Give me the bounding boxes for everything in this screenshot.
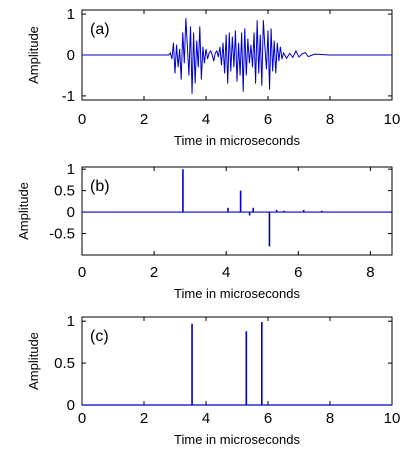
x-tick-label: 0 bbox=[78, 111, 86, 128]
x-tick-label: 4 bbox=[202, 111, 210, 128]
y-axis-label: Amplitude bbox=[16, 182, 31, 240]
x-tick-label: 6 bbox=[294, 264, 302, 281]
chart-panel-3: 0 2 4 6 8 10 0 0.5 1 Time in microseconds Amplitud… bbox=[26, 313, 400, 447]
x-tick-label: 6 bbox=[264, 111, 272, 128]
x-tick-label: 8 bbox=[326, 111, 334, 128]
x-tick-label: 2 bbox=[150, 264, 158, 281]
x-tick-label: 4 bbox=[222, 264, 230, 281]
x-tick-label: 2 bbox=[140, 111, 148, 128]
chart-panel-2: 0 2 4 6 8 -0.5 0 0.5 1 Time in microseconds Amplit… bbox=[16, 161, 393, 301]
x-tick-label: 10 bbox=[384, 410, 401, 427]
panel-label: (c) bbox=[90, 328, 109, 345]
x-tick-label: 8 bbox=[366, 264, 374, 281]
y-tick-label: -0.5 bbox=[49, 226, 75, 243]
x-tick-label: 10 bbox=[384, 111, 401, 128]
y-tick-label: 1 bbox=[67, 161, 75, 178]
y-tick-label: 0 bbox=[67, 397, 75, 414]
x-tick-label: 2 bbox=[140, 410, 148, 427]
x-tick-label: 0 bbox=[78, 410, 86, 427]
series-line bbox=[82, 18, 392, 94]
y-tick-label: 0 bbox=[67, 47, 75, 64]
panel-label: (a) bbox=[90, 21, 110, 38]
x-axis-label: Time in microseconds bbox=[174, 286, 300, 301]
x-axis-label: Time in microseconds bbox=[174, 133, 300, 148]
y-tick-label: 1 bbox=[67, 6, 75, 23]
y-tick-label: 0 bbox=[67, 204, 75, 221]
y-axis-label: Amplitude bbox=[26, 26, 41, 84]
x-tick-label: 6 bbox=[264, 410, 272, 427]
plot-frame bbox=[81, 166, 393, 256]
y-tick-label: -1 bbox=[62, 88, 75, 105]
x-tick-label: 4 bbox=[202, 410, 210, 427]
x-axis-label: Time in microseconds bbox=[174, 432, 300, 447]
panel-label: (b) bbox=[90, 178, 110, 195]
y-tick-label: 1 bbox=[67, 313, 75, 330]
y-tick-label: 0.5 bbox=[54, 183, 75, 200]
y-axis-label: Amplitude bbox=[26, 332, 41, 390]
x-tick-label: 8 bbox=[326, 410, 334, 427]
y-tick-label: 0.5 bbox=[54, 355, 75, 372]
plot-frame bbox=[81, 316, 393, 406]
x-tick-label: 0 bbox=[78, 264, 86, 281]
